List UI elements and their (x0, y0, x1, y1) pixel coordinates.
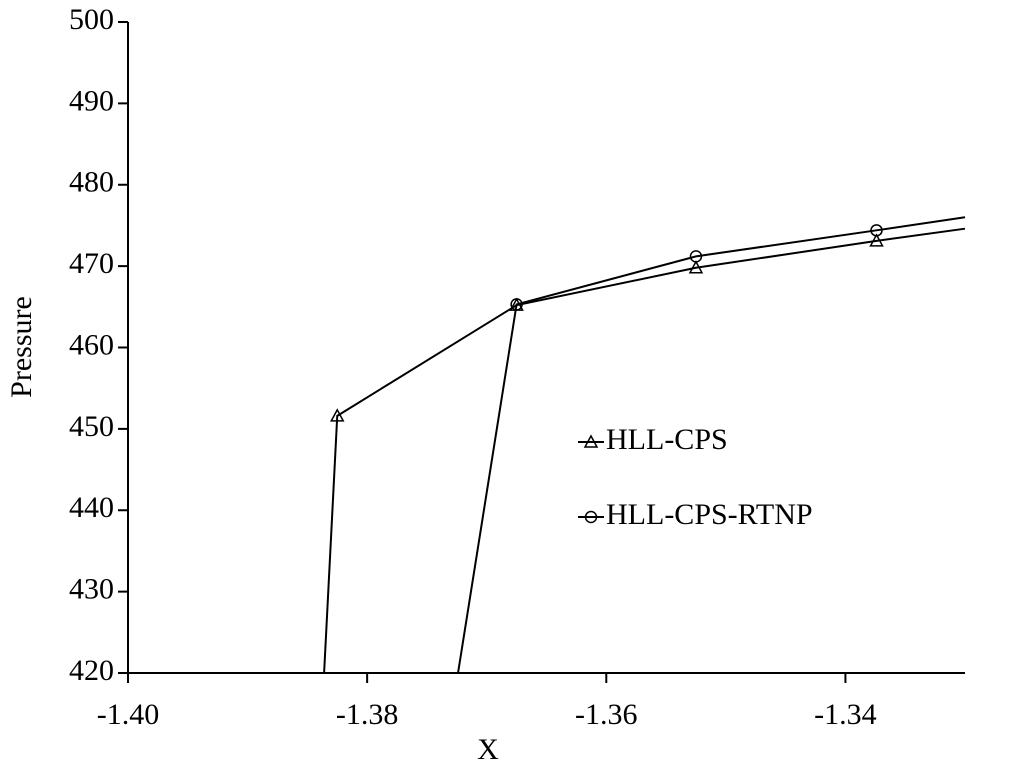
x-tick-label: -1.36 (575, 698, 638, 731)
y-tick-label: 480 (69, 166, 114, 199)
marker (510, 298, 523, 311)
marker (689, 250, 703, 263)
y-tick-label: 420 (69, 654, 114, 687)
series-line (323, 227, 966, 674)
y-tick-label: 460 (69, 328, 114, 361)
x-axis-label: X (477, 733, 499, 766)
y-tick-label: 450 (69, 410, 114, 443)
y-axis-label: Pressure (5, 296, 38, 398)
marker (870, 224, 883, 237)
legend-label: HLL-CPS-RTNP (606, 498, 813, 531)
y-tick-label: 430 (69, 573, 114, 606)
y-tick-label: 470 (69, 247, 114, 280)
marker (329, 408, 345, 422)
y-tick-label: 500 (69, 3, 114, 36)
y-tick-label: 490 (69, 84, 114, 117)
legend-label: HLL-CPS (606, 423, 728, 456)
legend-marker (583, 434, 599, 448)
x-tick-label: -1.34 (814, 698, 877, 731)
legend-marker (584, 510, 598, 524)
marker (688, 260, 704, 274)
y-tick-label: 440 (69, 491, 114, 524)
marker (869, 233, 884, 247)
x-tick-label: -1.38 (336, 698, 399, 731)
series-line (457, 216, 966, 674)
x-tick-label: -1.40 (97, 698, 160, 731)
